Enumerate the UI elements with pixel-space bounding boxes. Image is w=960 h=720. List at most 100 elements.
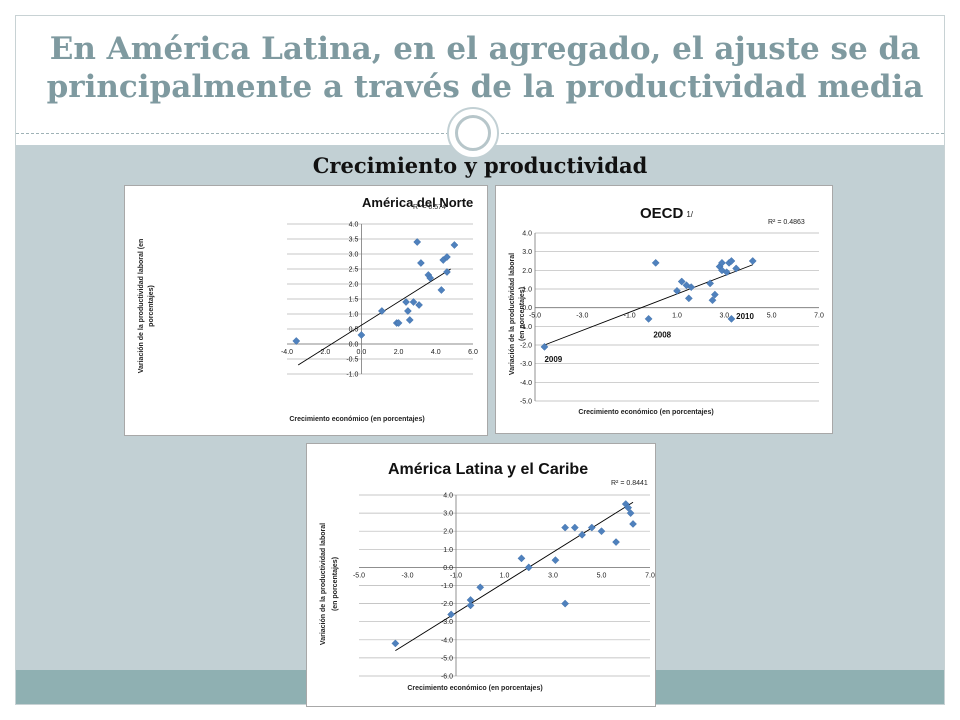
y-tick-label: 4.0 xyxy=(522,231,532,238)
slide-title: En América Latina, en el agregado, el aj… xyxy=(46,31,924,105)
data-point xyxy=(706,279,715,288)
data-point xyxy=(727,257,736,265)
x-tick-label: -4.0 xyxy=(281,349,293,356)
y-tick-label: -4.0 xyxy=(520,380,532,387)
data-point xyxy=(377,307,386,315)
y-tick-label: 3.5 xyxy=(349,237,359,244)
data-point xyxy=(561,523,570,532)
x-tick-label: -5.0 xyxy=(529,313,541,320)
y-tick-label: -5.0 xyxy=(520,399,532,406)
y-tick-label: -1.0 xyxy=(520,324,532,331)
data-point xyxy=(415,301,423,309)
trendline xyxy=(297,268,451,366)
chart-oecd: -5.0 -4.0 -3.0 -2.0 -1.0 0.0 1.0 2.0 3.0 4.0 -5.0 -… xyxy=(509,205,824,416)
chart-title-note: 1/ xyxy=(686,210,693,219)
x-tick-label: 4.0 xyxy=(431,349,441,356)
x-tick-label: -2.0 xyxy=(318,349,330,356)
data-point xyxy=(466,596,475,604)
y-tick-label: 4.0 xyxy=(349,222,359,229)
y-tick-label: -2.0 xyxy=(441,601,453,608)
data-point xyxy=(417,259,425,267)
y-tick-label: 1.0 xyxy=(349,312,359,319)
point-annotation: 2010 xyxy=(736,312,754,321)
data-point xyxy=(437,286,446,294)
y-tick-label: 3.0 xyxy=(443,511,453,518)
x-axis-label: Crecimiento económico (en porcentajes) xyxy=(289,416,424,423)
y-tick-label: -6.0 xyxy=(441,674,453,681)
data-point xyxy=(517,554,526,563)
data-point xyxy=(587,523,596,532)
y-tick-label: 2.0 xyxy=(443,529,453,536)
y-tick-label: -5.0 xyxy=(441,655,453,662)
y-tick-label: 1.5 xyxy=(349,297,359,304)
y-tick-label: 2.0 xyxy=(522,268,532,275)
y-tick-label: 0.0 xyxy=(522,305,532,312)
y-axis-label: Variación de la productividad laboral xyxy=(509,253,516,375)
data-point xyxy=(748,257,757,265)
data-point xyxy=(413,238,422,246)
data-point xyxy=(292,337,301,345)
data-point xyxy=(612,538,620,546)
y-tick-label: -1.0 xyxy=(346,372,358,379)
data-point xyxy=(626,509,635,517)
chart-panel-latin-america: -6.0 -5.0 -4.0 -3.0 -2.0 -1.0 0.0 1.0 2.0 3.0 4.0-… xyxy=(306,443,656,707)
y-tick-label: 3.0 xyxy=(349,252,359,259)
x-axis-label: Crecimiento económico (en porcentajes) xyxy=(407,685,542,692)
data-point xyxy=(443,268,451,276)
data-point xyxy=(426,274,435,282)
r-squared-label: R² = 0.574 xyxy=(413,204,446,211)
data-point xyxy=(651,258,660,267)
data-point xyxy=(687,283,696,292)
data-point xyxy=(578,530,586,539)
data-point xyxy=(402,298,410,306)
x-tick-label: 5.0 xyxy=(597,572,607,579)
chart-latin-america: -6.0-5.0-4.0-3.0-2.0-1.00.01.02.03.04.0-… xyxy=(320,461,655,692)
y-axis-label: porcentajes) xyxy=(148,285,155,327)
y-tick-label: -4.0 xyxy=(441,637,453,644)
y-tick-label: 0.0 xyxy=(349,342,359,349)
data-point xyxy=(677,277,686,286)
x-tick-label: -5.0 xyxy=(353,572,365,579)
y-tick-label: -3.0 xyxy=(441,619,453,626)
data-point xyxy=(405,316,414,324)
x-tick-label: 6.0 xyxy=(468,349,478,356)
data-point xyxy=(708,296,717,305)
y-axis-label: (en porcentajes) xyxy=(519,287,526,341)
data-point xyxy=(727,314,736,323)
data-point xyxy=(394,319,403,327)
data-point xyxy=(624,503,633,512)
data-point xyxy=(718,258,726,267)
x-axis-label: Crecimiento económico (en porcentajes) xyxy=(578,409,713,416)
y-tick-label: -3.0 xyxy=(520,361,532,368)
data-point xyxy=(391,639,400,648)
x-tick-label: -1.0 xyxy=(450,572,462,579)
point-annotation: 2008 xyxy=(653,331,671,340)
data-point xyxy=(673,286,681,295)
data-point xyxy=(710,290,719,299)
trendline xyxy=(544,264,753,346)
chart-title: América del Norte xyxy=(362,195,473,210)
r-squared-label: R² = 0.4863 xyxy=(768,219,805,226)
data-point xyxy=(722,268,731,277)
chart-title: OECD xyxy=(640,205,684,222)
y-tick-label: 2.5 xyxy=(349,267,359,274)
data-point xyxy=(404,307,412,315)
y-tick-label: -1.0 xyxy=(441,583,453,590)
data-point xyxy=(629,520,637,528)
slide-subtitle: Crecimiento y productividad xyxy=(312,153,648,178)
x-tick-label: -3.0 xyxy=(401,572,413,579)
data-point xyxy=(357,331,366,339)
data-point xyxy=(732,264,741,273)
r-squared-label: R² = 0.8441 xyxy=(611,480,648,487)
x-tick-label: 3.0 xyxy=(719,313,729,320)
y-tick-label: -0.5 xyxy=(346,357,358,364)
x-tick-label: 5.0 xyxy=(767,313,777,320)
point-annotation: 2009 xyxy=(544,355,562,364)
data-point xyxy=(476,583,485,592)
x-tick-label: 1.0 xyxy=(672,313,682,320)
data-point xyxy=(466,601,475,610)
data-point xyxy=(409,298,418,306)
y-axis-label: Variación de la productividad laboral (e… xyxy=(138,239,145,374)
divider-circle-icon xyxy=(447,107,499,159)
y-tick-label: 3.0 xyxy=(522,249,532,256)
